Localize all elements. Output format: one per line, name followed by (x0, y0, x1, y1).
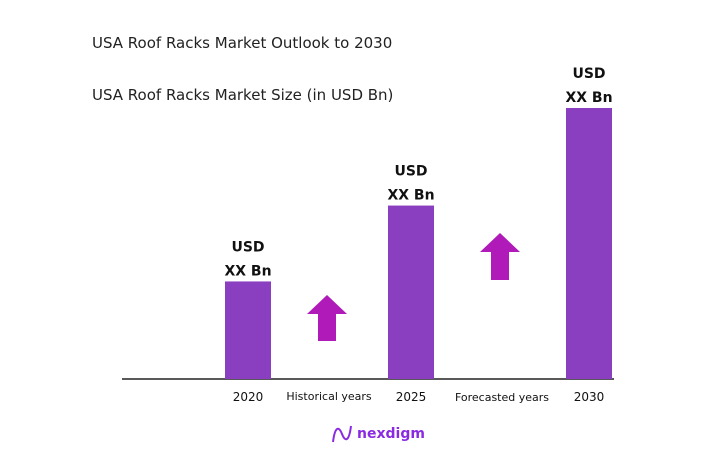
bar-2020 (225, 281, 271, 379)
x-tick-label: 2020 (233, 390, 264, 404)
data-label: USD (394, 164, 427, 180)
data-label: XX Bn (387, 188, 434, 204)
bar-2030 (566, 108, 612, 379)
data-label: XX Bn (224, 263, 271, 279)
data-label: USD (231, 239, 264, 255)
annotation-historical: Historical years (286, 390, 372, 403)
data-label: USD (572, 66, 605, 82)
logo-text: nexdigm (357, 426, 425, 442)
annotation-forecasted: Forecasted years (455, 391, 549, 404)
nexdigm-logo: nexdigm (331, 424, 425, 444)
up-arrow-icon (480, 233, 520, 280)
x-tick-label: 2025 (396, 390, 427, 404)
chart-title: USA Roof Racks Market Outlook to 2030 (92, 34, 393, 52)
x-tick-label: 2030 (574, 390, 605, 404)
chart-subtitle: USA Roof Racks Market Size (in USD Bn) (92, 86, 394, 104)
bar-2025 (388, 205, 434, 379)
data-label: XX Bn (565, 90, 612, 106)
up-arrow-icon (307, 295, 347, 341)
nexdigm-logo-icon (332, 425, 352, 443)
